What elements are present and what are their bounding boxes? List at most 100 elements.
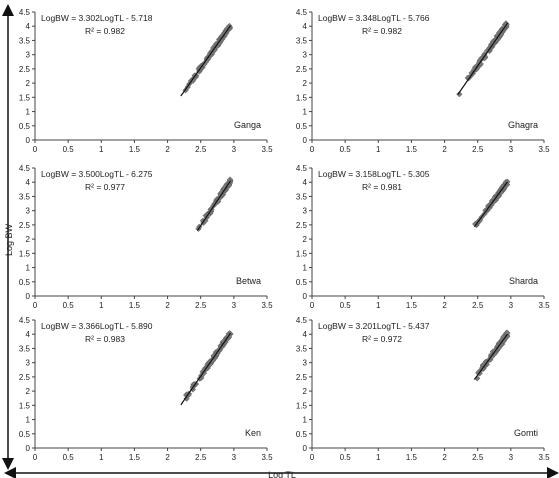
data-point xyxy=(504,329,511,336)
panel-name-label: Ganga xyxy=(234,120,261,130)
data-point xyxy=(210,352,217,359)
data-point xyxy=(189,77,197,84)
x-tick-label: 2 xyxy=(442,145,447,154)
x-tick-label: 2.5 xyxy=(472,453,484,462)
y-tick-label: 1.5 xyxy=(19,93,31,102)
y-tick-label: 2 xyxy=(303,235,308,244)
y-tick-label: 1 xyxy=(26,108,31,117)
x-tick-label: 2 xyxy=(165,145,170,154)
r2-label: R² = 0.977 xyxy=(85,182,125,192)
y-tick-label: 0 xyxy=(303,136,308,145)
y-tick-label: 2.5 xyxy=(19,221,31,230)
y-tick-label: 2 xyxy=(303,79,308,88)
x-tick-label: 1.5 xyxy=(129,145,141,154)
y-tick-label: 2.5 xyxy=(296,373,308,382)
x-tick-label: 3.5 xyxy=(261,145,273,154)
y-tick-label: 1 xyxy=(303,416,308,425)
y-tick-label: 4.5 xyxy=(296,316,308,325)
y-tick-label: 3 xyxy=(26,51,31,60)
trendline xyxy=(473,181,509,228)
y-tick-label: 0 xyxy=(26,292,31,301)
x-tick-label: 1.5 xyxy=(406,453,418,462)
y-tick-label: 1 xyxy=(26,416,31,425)
x-tick-label: 1.5 xyxy=(406,145,418,154)
y-tick-label: 0 xyxy=(303,292,308,301)
y-tick-label: 3.5 xyxy=(19,344,31,353)
x-tick-label: 0.5 xyxy=(340,301,352,310)
x-tick-label: 0 xyxy=(33,145,38,154)
y-tick-label: 0.5 xyxy=(19,278,31,287)
panel-sharda: 0 0.5 1 1.5 2 2.5 3 3.5 0 0.5 1 1.5 2 2.5 3 3.5 4 4.5 LogB… xyxy=(296,164,550,310)
y-tick-label: 0 xyxy=(303,444,308,453)
x-tick-label: 0 xyxy=(310,453,315,462)
y-tick-label: 3.5 xyxy=(296,36,308,45)
x-tick-label: 3.5 xyxy=(538,453,550,462)
x-tick-label: 2 xyxy=(442,453,447,462)
y-tick-label: 2 xyxy=(303,387,308,396)
x-axis-label: Log TL xyxy=(268,470,296,478)
y-tick-label: 3.5 xyxy=(296,192,308,201)
x-tick-label: 1 xyxy=(376,453,381,462)
data-point xyxy=(215,198,222,205)
x-tick-label: 2 xyxy=(165,453,170,462)
x-tick-label: 0.5 xyxy=(63,301,75,310)
y-tick-label: 0 xyxy=(26,136,31,145)
equation-label: LogBW = 3.366LogTL - 5.890 xyxy=(41,321,153,331)
x-tick-label: 3.5 xyxy=(261,453,273,462)
x-tick-label: 3 xyxy=(509,301,514,310)
panel-gomti: 0 0.5 1 1.5 2 2.5 3 3.5 0 0.5 1 1.5 2 2.5 3 3.5 4 4.5 LogB… xyxy=(296,316,550,462)
x-tick-label: 1.5 xyxy=(129,453,141,462)
panel-name-label: Gomti xyxy=(514,428,538,438)
y-tick-label: 3 xyxy=(303,207,308,216)
x-tick-label: 1 xyxy=(99,145,104,154)
y-axis-label: Log BW xyxy=(4,223,14,256)
data-point xyxy=(498,189,505,196)
y-tick-label: 4.5 xyxy=(19,8,31,17)
y-tick-label: 2.5 xyxy=(296,65,308,74)
trendline xyxy=(180,25,232,97)
y-tick-label: 0 xyxy=(26,444,31,453)
x-tick-label: 1 xyxy=(376,145,381,154)
data-point xyxy=(218,189,225,196)
x-tick-label: 2.5 xyxy=(195,301,207,310)
x-tick-label: 3.5 xyxy=(538,301,550,310)
x-tick-label: 0 xyxy=(310,301,315,310)
equation-label: LogBW = 3.158LogTL - 5.305 xyxy=(318,169,430,179)
x-tick-label: 1.5 xyxy=(129,301,141,310)
panels: 0 0.5 1 1.5 2 2.5 3 3.5 0 0.5 1 1.5 2 2.5 3 3.5 4 4.5 LogB… xyxy=(19,8,550,462)
panel-ghagra: 0 0.5 1 1.5 2 2.5 3 3.5 0 0.5 1 1.5 2 2.5 3 3.5 4 4.5 LogB… xyxy=(296,8,550,154)
y-tick-label: 3.5 xyxy=(19,36,31,45)
x-tick-label: 0.5 xyxy=(63,145,75,154)
equation-label: LogBW = 3.302LogTL - 5.718 xyxy=(41,13,153,23)
equation-label: LogBW = 3.348LogTL - 5.766 xyxy=(318,13,430,23)
x-tick-label: 0 xyxy=(33,453,38,462)
y-tick-label: 3 xyxy=(303,51,308,60)
y-tick-label: 4 xyxy=(303,22,308,31)
x-tick-label: 3 xyxy=(232,145,237,154)
y-tick-label: 4 xyxy=(303,330,308,339)
data-point xyxy=(475,369,482,376)
x-tick-label: 2.5 xyxy=(195,453,207,462)
y-tick-label: 2.5 xyxy=(19,373,31,382)
x-tick-label: 2.5 xyxy=(472,145,484,154)
x-tick-label: 3.5 xyxy=(538,145,550,154)
panel-name-label: Ken xyxy=(245,428,261,438)
y-tick-label: 4 xyxy=(26,22,31,31)
y-tick-label: 2 xyxy=(26,79,31,88)
data-point xyxy=(202,217,209,224)
panel-betwa: 0 0.5 1 1.5 2 2.5 3 3.5 0 0.5 1 1.5 2 2.5 3 3.5 4 4.5 LogB… xyxy=(19,164,273,310)
x-tick-label: 1 xyxy=(99,453,104,462)
y-tick-label: 4.5 xyxy=(296,8,308,17)
x-tick-label: 2 xyxy=(165,301,170,310)
y-tick-label: 3 xyxy=(303,359,308,368)
x-tick-label: 2.5 xyxy=(195,145,207,154)
y-tick-label: 3 xyxy=(26,359,31,368)
y-tick-label: 4 xyxy=(26,330,31,339)
x-tick-label: 3 xyxy=(509,453,514,462)
r2-label: R² = 0.982 xyxy=(362,26,402,36)
panel-name-label: Betwa xyxy=(236,276,261,286)
y-tick-label: 2 xyxy=(26,235,31,244)
y-tick-label: 3 xyxy=(26,207,31,216)
data-point xyxy=(456,91,463,98)
